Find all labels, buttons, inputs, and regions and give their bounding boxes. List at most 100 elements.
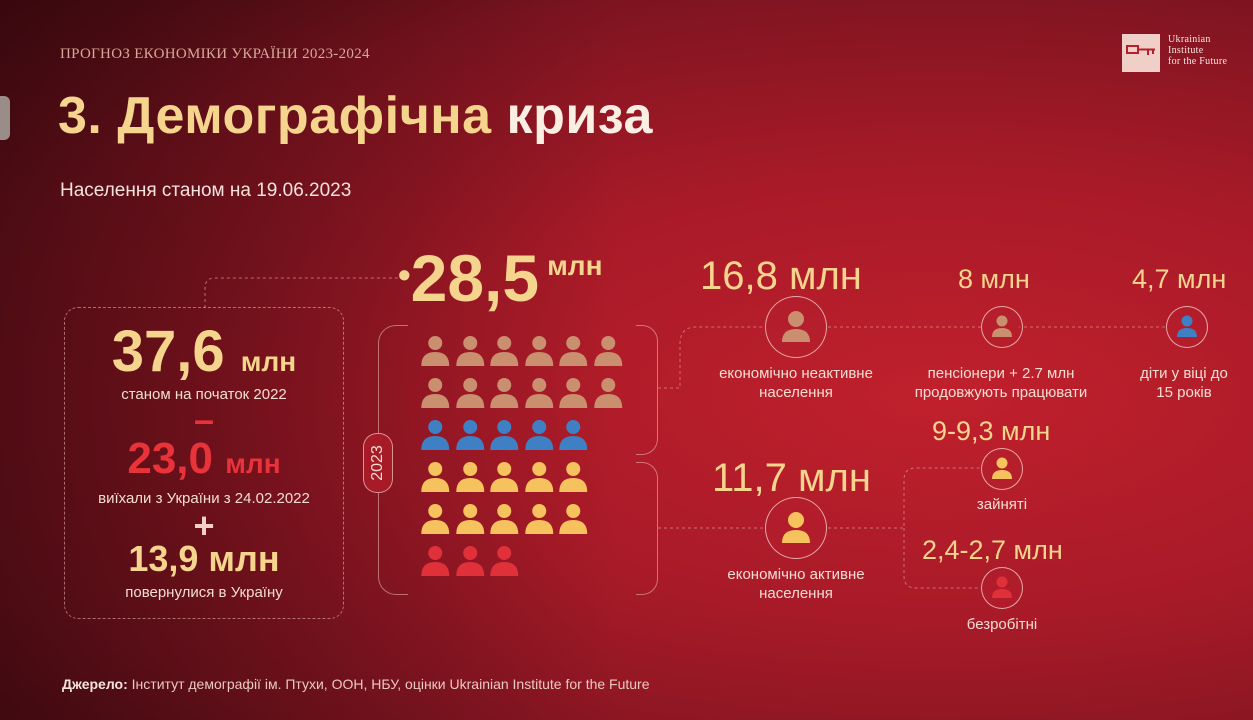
person-icon-yellow — [490, 462, 519, 492]
person-icon-red — [421, 546, 450, 576]
source-label: Джерело: — [62, 676, 128, 692]
title-main: 3. Демографічна — [58, 87, 492, 145]
person-icon-tan — [490, 378, 519, 408]
emigrated-population: 23,0 млн — [64, 434, 344, 484]
total-connector — [204, 277, 398, 308]
person-icon-tan — [559, 336, 588, 366]
person-icon-tan — [455, 336, 484, 366]
person-icon-tan — [593, 336, 622, 366]
plus-sign: + — [193, 505, 215, 546]
active-caption-1: економічно активне — [727, 566, 865, 583]
person-icon-blue — [490, 420, 519, 450]
pictogram-row — [420, 374, 635, 416]
pensioners-caption: пенсіонери + 2.7 млн продовжують працюва… — [900, 364, 1102, 402]
subtitle: Населення станом на 19.06.2023 — [60, 180, 352, 201]
inactive-brace — [636, 325, 658, 455]
key-icon — [1122, 34, 1160, 72]
year-badge: 2023 — [363, 433, 393, 493]
person-icon-tan — [765, 296, 827, 358]
unemployed-caption: безробітні — [966, 616, 1038, 633]
person-icon-tan — [593, 378, 622, 408]
inactive-caption-1: економічно неактивне — [719, 365, 873, 382]
inactive-value: 16,8 млн — [700, 254, 862, 298]
person-icon-red — [981, 567, 1023, 609]
person-icon-tan — [559, 378, 588, 408]
person-icon-yellow — [559, 462, 588, 492]
person-icon-yellow — [765, 497, 827, 559]
employed-caption: зайняті — [976, 496, 1028, 513]
logo-text: Ukrainian Institute for the Future — [1168, 34, 1227, 67]
inactive-caption-2: населення — [759, 384, 833, 401]
population-pictogram — [420, 332, 635, 584]
inactive-caption: економічно неактивне населення — [700, 364, 892, 402]
active-brace — [636, 462, 658, 595]
pensioners-caption-1: пенсіонери + 2.7 млн — [927, 365, 1075, 382]
report-label: ПРОГНОЗ ЕКОНОМІКИ УКРАЇНИ 2023-2024 — [60, 46, 370, 62]
person-icon-tan — [455, 378, 484, 408]
logo: Ukrainian Institute for the Future — [1122, 34, 1227, 72]
person-icon-tan — [524, 378, 553, 408]
pensioners-value: 8 млн — [958, 264, 1030, 294]
emigrated-unit: млн — [225, 448, 281, 479]
active-value: 11,7 млн — [712, 456, 871, 500]
year-text: 2023 — [369, 445, 386, 481]
person-icon-yellow — [421, 504, 450, 534]
person-icon-yellow — [455, 462, 484, 492]
person-icon-yellow — [490, 504, 519, 534]
start-population: 37,6 млн — [64, 318, 344, 385]
person-icon-red — [455, 546, 484, 576]
person-icon-blue — [1166, 306, 1208, 348]
active-caption: економічно активне населення — [700, 565, 892, 603]
person-icon-yellow — [524, 462, 553, 492]
source-note: Джерело: Інститут демографії ім. Птухи, … — [62, 676, 650, 692]
children-caption-1: діти у віці до — [1140, 365, 1228, 382]
person-icon-blue — [455, 420, 484, 450]
title-highlight: криза — [506, 87, 653, 145]
logo-line-3: for the Future — [1168, 56, 1228, 67]
active-caption-2: населення — [759, 585, 833, 602]
total-population: •28,5 млн — [398, 240, 603, 316]
person-icon-blue — [421, 420, 450, 450]
returned-caption: повернулися в Україну — [125, 584, 283, 601]
right-connectors — [658, 326, 1166, 589]
person-icon-tan — [490, 336, 519, 366]
children-value: 4,7 млн — [1132, 264, 1227, 294]
start-caption: станом на початок 2022 — [121, 386, 287, 403]
unemployed-value: 2,4-2,7 млн — [922, 535, 1063, 565]
person-icon-tan — [421, 378, 450, 408]
person-icon-red — [490, 546, 519, 576]
children-caption-2: 15 років — [1156, 384, 1212, 401]
pensioners-caption-2: продовжують працювати — [914, 384, 1088, 401]
logo-line-1: Ukrainian — [1168, 34, 1211, 45]
pictogram-row — [420, 458, 635, 500]
person-icon-tan — [981, 306, 1023, 348]
page-title: 3. Демографічна криза — [58, 86, 653, 146]
person-icon-blue — [524, 420, 553, 450]
minus-sign: – — [193, 399, 215, 440]
pictogram-row — [420, 500, 635, 542]
person-icon-blue — [559, 420, 588, 450]
person-icon-yellow — [455, 504, 484, 534]
start-unit: млн — [240, 346, 297, 377]
total-unit: млн — [547, 250, 603, 281]
total-value: 28,5 — [410, 241, 540, 315]
source-text: Інститут демографії ім. Птухи, ООН, НБУ,… — [127, 676, 650, 692]
person-icon-tan — [421, 336, 450, 366]
start-value: 37,6 — [111, 319, 225, 384]
pictogram-row — [420, 542, 635, 584]
pictogram-row — [420, 416, 635, 458]
side-tab[interactable] — [0, 96, 10, 140]
emigrated-caption: виїхали з України з 24.02.2022 — [98, 490, 310, 507]
person-icon-yellow — [524, 504, 553, 534]
children-caption: діти у віці до 15 років — [1120, 364, 1248, 402]
pictogram-row — [420, 332, 635, 374]
person-icon-tan — [524, 336, 553, 366]
employed-value: 9-9,3 млн — [932, 416, 1051, 446]
person-icon-yellow — [559, 504, 588, 534]
emigrated-value: 23,0 — [127, 434, 213, 483]
population-change-box — [64, 307, 344, 619]
total-dot: • — [398, 254, 411, 295]
logo-line-2: Institute — [1168, 45, 1204, 56]
person-icon-yellow — [421, 462, 450, 492]
person-icon-yellow — [981, 448, 1023, 490]
